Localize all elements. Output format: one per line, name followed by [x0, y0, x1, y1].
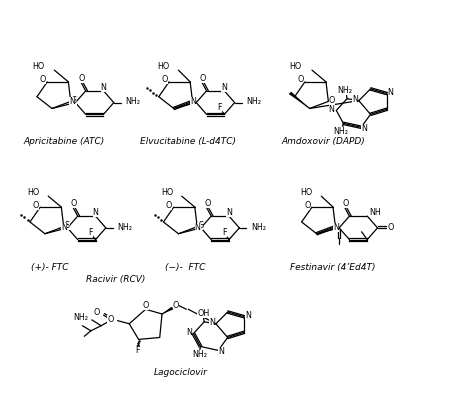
Text: NH₂: NH₂ — [118, 223, 133, 231]
Text: N: N — [333, 223, 339, 231]
Text: NH₂: NH₂ — [126, 97, 140, 106]
Text: O: O — [39, 75, 46, 85]
Text: (−)-  FTC: (−)- FTC — [165, 262, 206, 272]
Text: N: N — [388, 88, 393, 97]
Text: O: O — [93, 308, 100, 317]
Text: O: O — [79, 74, 85, 83]
Text: N: N — [61, 223, 67, 231]
Text: N: N — [186, 328, 191, 337]
Text: Apricitabine (ATC): Apricitabine (ATC) — [23, 137, 104, 146]
Text: S: S — [65, 222, 70, 230]
Text: N: N — [328, 105, 335, 114]
Text: N: N — [218, 347, 224, 357]
Text: Amdoxovir (DAPD): Amdoxovir (DAPD) — [282, 137, 365, 146]
Text: NH₂: NH₂ — [334, 127, 348, 136]
Text: HO: HO — [27, 188, 40, 197]
Text: HO: HO — [157, 62, 169, 71]
Text: O: O — [297, 75, 303, 85]
Text: N: N — [245, 311, 251, 320]
Text: N: N — [195, 223, 201, 231]
Text: O: O — [161, 75, 168, 85]
Text: NH₂: NH₂ — [192, 350, 207, 359]
Text: (+)- FTC: (+)- FTC — [31, 262, 68, 272]
Text: N: N — [100, 83, 107, 92]
Text: F: F — [89, 228, 93, 237]
Text: O: O — [173, 301, 179, 310]
Polygon shape — [162, 307, 173, 314]
Text: O: O — [343, 199, 349, 208]
Text: NH₂: NH₂ — [337, 86, 352, 94]
Text: O: O — [71, 199, 77, 208]
Polygon shape — [289, 92, 310, 108]
Text: S: S — [198, 222, 203, 230]
Text: N: N — [352, 95, 358, 104]
Text: N: N — [226, 208, 232, 218]
Text: HO: HO — [32, 62, 44, 71]
Text: HO: HO — [290, 62, 301, 71]
Text: O: O — [166, 200, 172, 210]
Text: O: O — [143, 301, 149, 310]
Text: O: O — [32, 200, 39, 210]
Text: O: O — [329, 96, 335, 105]
Text: O: O — [304, 200, 310, 210]
Text: O: O — [200, 74, 206, 83]
Text: N: N — [69, 97, 75, 106]
Text: O: O — [387, 223, 394, 231]
Text: O: O — [108, 315, 114, 324]
Text: N: N — [209, 318, 215, 328]
Text: Lagociclovir: Lagociclovir — [154, 368, 208, 377]
Text: Festinavir (4’Ed4T): Festinavir (4’Ed4T) — [290, 262, 376, 272]
Text: NH₂: NH₂ — [246, 97, 261, 106]
Text: F: F — [136, 346, 140, 355]
Text: NH₂: NH₂ — [251, 223, 266, 231]
Text: S: S — [72, 96, 77, 105]
Text: F: F — [222, 228, 227, 237]
Text: O: O — [204, 199, 210, 208]
Text: HO: HO — [301, 188, 313, 197]
Text: Elvucitabine (L-d4TC): Elvucitabine (L-d4TC) — [140, 137, 236, 146]
Text: OH: OH — [197, 309, 210, 318]
Text: N: N — [221, 83, 228, 92]
Text: F: F — [218, 103, 222, 112]
Text: HO: HO — [161, 188, 173, 197]
Text: NH₂: NH₂ — [73, 313, 88, 322]
Text: N: N — [190, 97, 196, 106]
Text: N: N — [92, 208, 99, 218]
Text: Racivir (RCV): Racivir (RCV) — [85, 276, 145, 284]
Text: NH: NH — [370, 208, 381, 218]
Text: N: N — [361, 124, 367, 133]
